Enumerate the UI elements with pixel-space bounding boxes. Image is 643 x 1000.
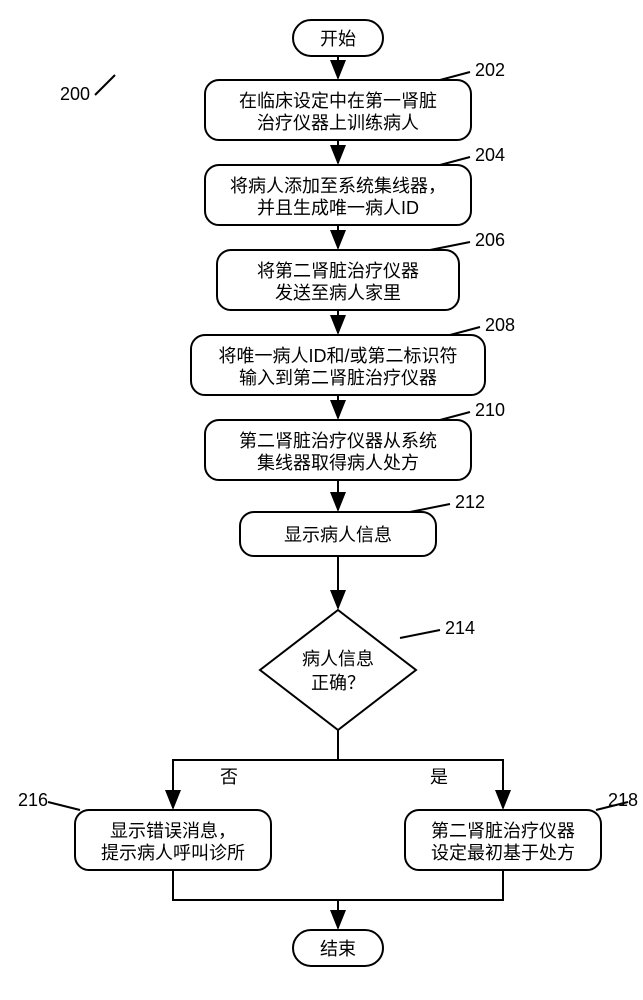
end-label: 结束 <box>320 939 356 959</box>
yes-branch <box>338 760 503 808</box>
ref-line-204 <box>440 157 470 165</box>
node-202-line2: 治疗仪器上训练病人 <box>257 113 419 133</box>
merge-right <box>338 870 503 900</box>
node-210-line1: 第二肾脏治疗仪器从系统 <box>239 431 437 451</box>
decision-214 <box>260 610 416 730</box>
ref-line-214 <box>400 630 440 638</box>
ref-line-206 <box>430 242 470 250</box>
ref-208: 208 <box>485 315 515 335</box>
no-label: 否 <box>220 767 238 787</box>
figure-ref-mark <box>95 75 115 95</box>
no-branch <box>173 760 338 808</box>
ref-line-212 <box>410 504 450 512</box>
ref-218: 218 <box>608 790 638 810</box>
node-216-line1: 显示错误消息， <box>110 821 236 841</box>
decision-line2: 正确？ <box>311 673 365 693</box>
decision-line1: 病人信息 <box>302 649 374 669</box>
ref-212: 212 <box>455 492 485 512</box>
yes-label: 是 <box>430 767 448 787</box>
merge-left <box>173 870 338 900</box>
node-208-line1: 将唯一病人ID和/或第二标识符 <box>219 346 458 366</box>
node-202-line1: 在临床设定中在第一肾脏 <box>239 91 437 111</box>
ref-202: 202 <box>475 60 505 80</box>
node-218-line1: 第二肾脏治疗仪器 <box>431 821 575 841</box>
ref-206: 206 <box>475 230 505 250</box>
figure-ref: 200 <box>60 84 90 104</box>
ref-line-210 <box>440 412 470 420</box>
node-206-line1: 将第二肾脏治疗仪器 <box>257 261 419 281</box>
ref-214: 214 <box>445 618 475 638</box>
node-210-line2: 集线器取得病人处方 <box>257 453 419 473</box>
start-label: 开始 <box>320 29 356 49</box>
node-218-line2: 设定最初基于处方 <box>431 843 575 863</box>
ref-204: 204 <box>475 145 505 165</box>
node-206-line2: 发送至病人家里 <box>275 283 401 303</box>
flowchart-svg: 200 开始 在临床设定中在第一肾脏 治疗仪器上训练病人 202 将病人添加至系… <box>0 0 643 1000</box>
node-204-line2: 并且生成唯一病人ID <box>257 198 419 218</box>
node-212-label: 显示病人信息 <box>284 525 392 545</box>
ref-line-208 <box>450 327 480 335</box>
node-216-line2: 提示病人呼叫诊所 <box>101 843 245 863</box>
ref-line-216 <box>48 802 80 810</box>
ref-line-202 <box>440 72 470 80</box>
ref-216: 216 <box>18 790 48 810</box>
node-204-line1: 将病人添加至系统集线器， <box>230 176 446 196</box>
ref-210: 210 <box>475 400 505 420</box>
node-208-line2: 输入到第二肾脏治疗仪器 <box>239 368 437 388</box>
